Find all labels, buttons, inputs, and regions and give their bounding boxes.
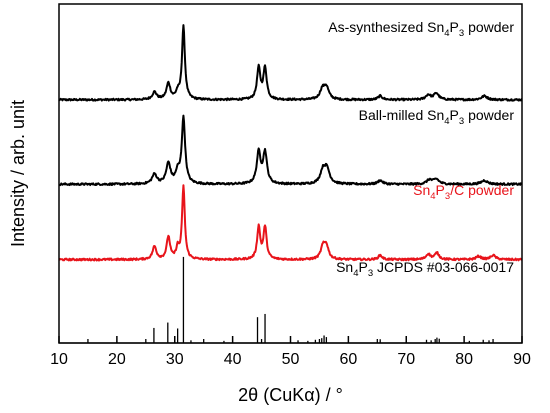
x-tick-label-80: 80 [455, 351, 473, 368]
series-labels: As-synthesized Sn4P3 powder Ball-milled S… [328, 19, 514, 279]
reference-label: Sn4P3 JCPDS #03-066-0017 [336, 259, 514, 279]
x-tick-label-90: 90 [513, 351, 531, 368]
series-label-2: Ball-milled Sn4P3 powder [359, 107, 515, 127]
xrd-series-1 [58, 24, 523, 102]
x-tick-label-50: 50 [282, 351, 300, 368]
xrd-series-2 [58, 114, 523, 187]
plot-area [58, 24, 523, 262]
x-tick-label-70: 70 [397, 351, 415, 368]
x-tick-label-40: 40 [224, 351, 242, 368]
x-tick-label-60: 60 [339, 351, 357, 368]
x-tick-label-30: 30 [166, 351, 184, 368]
x-tick-label-20: 20 [108, 351, 126, 368]
axes: 10 20 30 40 50 60 70 80 90 [50, 3, 531, 368]
series-label-3: Sn4P3/C powder [413, 182, 514, 202]
plot-frame [58, 3, 523, 344]
x-tick-label-10: 10 [50, 351, 68, 368]
xrd-series-3 [58, 184, 523, 262]
y-axis-title: Intensity / arb. unit [8, 100, 28, 247]
series-label-1: As-synthesized Sn4P3 powder [328, 19, 514, 39]
x-axis-title: 2θ (CuKα) / ° [238, 385, 343, 405]
